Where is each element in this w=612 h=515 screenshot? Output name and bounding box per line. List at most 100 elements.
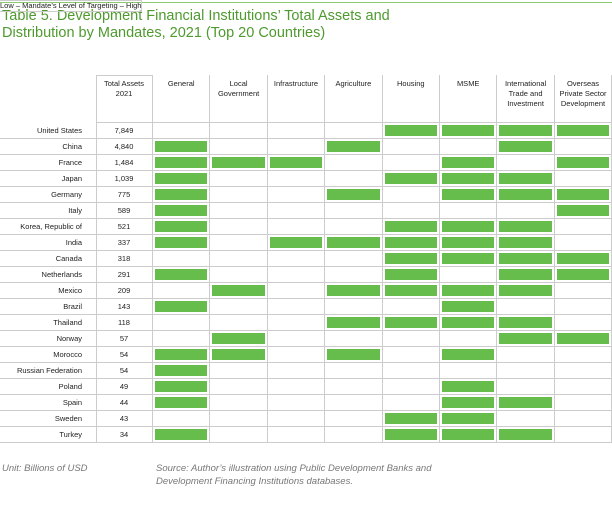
mandate-flag [499, 141, 552, 152]
country-label: United States [0, 123, 96, 139]
mandate-flag [155, 397, 208, 408]
mandate-cell [382, 331, 440, 347]
mandate-cell [267, 123, 326, 139]
mandate-cell [382, 283, 440, 299]
mandate-cell [440, 363, 498, 379]
mandate-cell [554, 139, 612, 155]
country-label: Brazil [0, 299, 96, 315]
mandate-cell [440, 347, 498, 363]
mandate-cell [153, 331, 211, 347]
mandate-cell [382, 235, 440, 251]
mandate-flag [499, 317, 552, 328]
country-label: Spain [0, 395, 96, 411]
mandate-flag [155, 141, 208, 152]
mandate-cell [210, 235, 268, 251]
mandate-cell [497, 267, 555, 283]
mandate-flag [155, 349, 208, 360]
mandate-flag [556, 157, 610, 168]
mandate-cell [554, 187, 612, 203]
unit-note: Unit: Billions of USD [2, 463, 88, 474]
mandate-cell [497, 299, 555, 315]
mandate-cell [153, 427, 211, 443]
mandate-cell [325, 315, 383, 331]
mandate-cell [497, 203, 555, 219]
mandate-cell [497, 171, 555, 187]
mandate-cell [210, 347, 268, 363]
mandate-cell [267, 427, 326, 443]
mandate-flag [499, 397, 552, 408]
mandate-flag [442, 253, 495, 264]
mandate-cell [153, 171, 211, 187]
span-header: Low – Mandate’s Level of Targeting – Hig… [0, 0, 143, 12]
header-border [96, 75, 97, 443]
mandate-cell [153, 155, 211, 171]
mandate-flag [442, 189, 495, 200]
mandate-cell [497, 139, 555, 155]
mandate-flag [384, 125, 437, 136]
mandate-cell [210, 395, 268, 411]
mandate-cell [325, 347, 383, 363]
total-assets: 49 [96, 379, 153, 395]
mandate-cell [497, 251, 555, 267]
mandate-cell [554, 411, 612, 427]
mandate-cell [325, 331, 383, 347]
mandate-cell [440, 379, 498, 395]
mandate-flag [384, 317, 437, 328]
mandate-cell [325, 123, 383, 139]
mandate-cell [382, 219, 440, 235]
mandate-cell [267, 267, 326, 283]
mandate-cell [267, 411, 326, 427]
mandate-cell [210, 155, 268, 171]
mandate-cell [497, 155, 555, 171]
mandate-cell [382, 395, 440, 411]
mandate-cell [440, 427, 498, 443]
mandate-cell [325, 219, 383, 235]
mandate-cell [153, 347, 211, 363]
mandate-flag [442, 397, 495, 408]
mandate-cell [267, 283, 326, 299]
mandate-cell [440, 251, 498, 267]
total-assets: 589 [96, 203, 153, 219]
mandate-cell [497, 347, 555, 363]
mandate-cell [153, 267, 211, 283]
mandate-cell [382, 187, 440, 203]
mandate-cell [153, 187, 211, 203]
mandate-cell [267, 299, 326, 315]
mandate-flag [155, 189, 208, 200]
mandate-cell [440, 203, 498, 219]
column-header: Local Government [210, 75, 268, 123]
column-header: Overseas Private Sector Development [554, 75, 612, 123]
mandate-cell [325, 363, 383, 379]
mandate-cell [210, 283, 268, 299]
mandate-cell [325, 251, 383, 267]
column-header: General [153, 75, 211, 123]
mandate-cell [382, 315, 440, 331]
mandate-cell [210, 379, 268, 395]
mandate-flag [556, 125, 610, 136]
mandate-flag [155, 429, 208, 440]
mandate-flag [384, 413, 437, 424]
mandate-cell [554, 123, 612, 139]
mandate-cell [554, 203, 612, 219]
mandate-cell [497, 219, 555, 235]
mandate-cell [440, 139, 498, 155]
mandate-flag [499, 221, 552, 232]
mandate-flag [384, 269, 437, 280]
total-assets: 34 [96, 427, 153, 443]
mandate-cell [440, 123, 498, 139]
mandate-flag [442, 221, 495, 232]
total-assets: 57 [96, 331, 153, 347]
mandate-cell [267, 235, 326, 251]
mandate-cell [497, 379, 555, 395]
mandate-flag [155, 173, 208, 184]
mandate-flag [442, 413, 495, 424]
mandate-flag [442, 173, 495, 184]
mandate-flag [384, 173, 437, 184]
country-label: China [0, 139, 96, 155]
mandate-flag [442, 381, 495, 392]
total-assets: 291 [96, 267, 153, 283]
mandate-flag [499, 189, 552, 200]
column-header: International Trade and Investment [497, 75, 555, 123]
mandate-cell [382, 299, 440, 315]
mandate-cell [382, 411, 440, 427]
